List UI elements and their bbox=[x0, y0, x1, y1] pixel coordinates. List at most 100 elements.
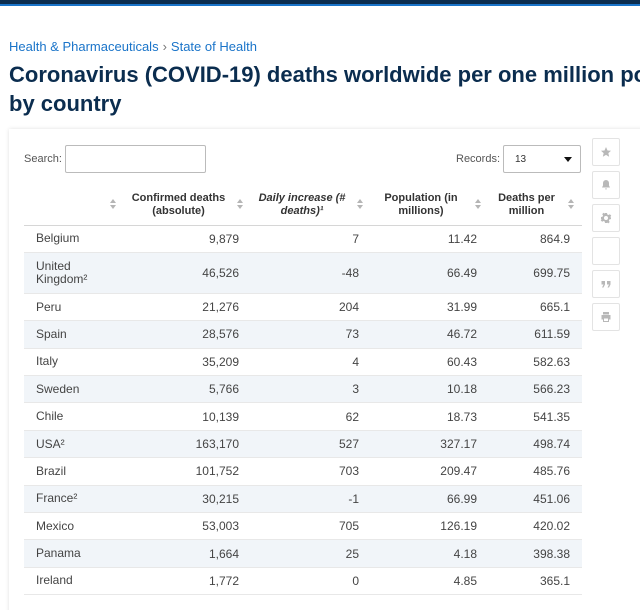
breadcrumb-health-pharmaceuticals[interactable]: Health & Pharmaceuticals bbox=[9, 39, 159, 54]
cell-deaths-per-million: 398.38 bbox=[489, 539, 582, 568]
cell-population: 60.43 bbox=[371, 348, 489, 377]
table-row: Spain 28,576 73 46.72 611.59 bbox=[24, 320, 582, 349]
cell-daily-increase: 204 bbox=[251, 293, 371, 322]
column-header-country[interactable] bbox=[24, 185, 124, 226]
cite-button[interactable] bbox=[592, 270, 620, 298]
cell-deaths-per-million: 665.1 bbox=[489, 293, 582, 322]
cell-daily-increase: -48 bbox=[251, 252, 371, 294]
records-select-value: 13 bbox=[515, 154, 527, 165]
cell-daily-increase: 3 bbox=[251, 375, 371, 404]
cell-population: 31.99 bbox=[371, 293, 489, 322]
table-row: France² 30,215 -1 66.99 451.06 bbox=[24, 485, 582, 514]
cell-confirmed-deaths: 1,664 bbox=[124, 539, 251, 568]
cell-population: 46.72 bbox=[371, 320, 489, 349]
notification-button[interactable] bbox=[592, 171, 620, 199]
cell-population: 18.73 bbox=[371, 402, 489, 431]
print-button[interactable] bbox=[592, 303, 620, 331]
cell-daily-increase: 527 bbox=[251, 430, 371, 459]
cell-daily-increase: 7 bbox=[251, 225, 371, 253]
cell-confirmed-deaths: 21,276 bbox=[124, 293, 251, 322]
table-row: Belgium 9,879 7 11.42 864.9 bbox=[24, 225, 582, 253]
table-row: Peru 21,276 204 31.99 665.1 bbox=[24, 293, 582, 322]
cell-deaths-per-million: 566.23 bbox=[489, 375, 582, 404]
cell-confirmed-deaths: 28,576 bbox=[124, 320, 251, 349]
cell-deaths-per-million: 864.9 bbox=[489, 225, 582, 253]
sort-icon bbox=[237, 199, 243, 210]
search-label: Search: bbox=[24, 153, 62, 165]
table-row: Ireland 1,772 0 4.85 365.1 bbox=[24, 567, 582, 596]
cell-deaths-per-million: 420.02 bbox=[489, 512, 582, 541]
cell-population: 4.85 bbox=[371, 567, 489, 596]
table-row: Brazil 101,752 703 209.47 485.76 bbox=[24, 457, 582, 486]
cell-deaths-per-million: 498.74 bbox=[489, 430, 582, 459]
records-select[interactable]: 13 bbox=[503, 145, 581, 173]
cell-confirmed-deaths: 30,215 bbox=[124, 485, 251, 514]
column-header-daily-increase[interactable]: Daily increase (# deaths)¹ bbox=[251, 185, 371, 226]
favorite-button[interactable] bbox=[592, 138, 620, 166]
top-nav-bar bbox=[0, 0, 640, 6]
cell-country: Panama bbox=[24, 539, 124, 568]
cell-daily-increase: -1 bbox=[251, 485, 371, 514]
cell-country: United Kingdom² bbox=[24, 252, 124, 294]
cell-deaths-per-million: 699.75 bbox=[489, 252, 582, 294]
cell-deaths-per-million: 541.35 bbox=[489, 402, 582, 431]
cell-confirmed-deaths: 9,879 bbox=[124, 225, 251, 253]
cell-daily-increase: 0 bbox=[251, 567, 371, 596]
star-icon bbox=[601, 147, 611, 157]
cell-confirmed-deaths: 53,003 bbox=[124, 512, 251, 541]
cell-daily-increase: 73 bbox=[251, 320, 371, 349]
bell-icon bbox=[602, 180, 610, 190]
sort-icon bbox=[110, 199, 116, 210]
sort-icon bbox=[568, 199, 574, 210]
cell-population: 66.49 bbox=[371, 252, 489, 294]
cell-population: 4.18 bbox=[371, 539, 489, 568]
cell-daily-increase: 25 bbox=[251, 539, 371, 568]
cell-population: 209.47 bbox=[371, 457, 489, 486]
table-row: Italy 35,209 4 60.43 582.63 bbox=[24, 348, 582, 377]
table-row: Sweden 5,766 3 10.18 566.23 bbox=[24, 375, 582, 404]
cell-deaths-per-million: 611.59 bbox=[489, 320, 582, 349]
table-row: USA² 163,170 527 327.17 498.74 bbox=[24, 430, 582, 459]
column-header-population[interactable]: Population (in millions) bbox=[371, 185, 489, 226]
chevron-down-icon bbox=[564, 157, 572, 162]
cell-country: USA² bbox=[24, 430, 124, 459]
side-toolbar bbox=[592, 138, 620, 336]
records-label: Records: bbox=[456, 153, 501, 165]
cell-country: Sweden bbox=[24, 375, 124, 404]
column-header-deaths-per-million[interactable]: Deaths per million bbox=[489, 185, 582, 226]
cell-country: Spain bbox=[24, 320, 124, 349]
settings-button[interactable] bbox=[592, 204, 620, 232]
breadcrumb-state-of-health[interactable]: State of Health bbox=[170, 39, 257, 54]
cell-country: Brazil bbox=[24, 457, 124, 486]
table-row: Panama 1,664 25 4.18 398.38 bbox=[24, 539, 582, 568]
cell-daily-increase: 62 bbox=[251, 402, 371, 431]
table-row: Mexico 53,003 705 126.19 420.02 bbox=[24, 512, 582, 541]
cell-daily-increase: 703 bbox=[251, 457, 371, 486]
breadcrumb-separator: › bbox=[162, 39, 167, 54]
page-title-line1: Coronavirus (COVID-19) deaths worldwide … bbox=[9, 62, 640, 87]
cell-population: 327.17 bbox=[371, 430, 489, 459]
cell-population: 10.18 bbox=[371, 375, 489, 404]
cell-deaths-per-million: 485.76 bbox=[489, 457, 582, 486]
sort-icon bbox=[357, 199, 363, 210]
breadcrumb: Health & Pharmaceuticals › State of Health bbox=[9, 39, 257, 54]
table-row: United Kingdom² 46,526 -48 66.49 699.75 bbox=[24, 252, 582, 294]
cell-population: 11.42 bbox=[371, 225, 489, 253]
blank-tool-button[interactable] bbox=[592, 237, 620, 265]
cell-deaths-per-million: 582.63 bbox=[489, 348, 582, 377]
cell-country: Ireland bbox=[24, 567, 124, 596]
cell-confirmed-deaths: 10,139 bbox=[124, 402, 251, 431]
cell-country: France² bbox=[24, 485, 124, 514]
cell-country: Peru bbox=[24, 293, 124, 322]
cell-population: 126.19 bbox=[371, 512, 489, 541]
search-input[interactable] bbox=[65, 145, 206, 173]
cell-confirmed-deaths: 163,170 bbox=[124, 430, 251, 459]
cell-confirmed-deaths: 101,752 bbox=[124, 457, 251, 486]
cell-deaths-per-million: 365.1 bbox=[489, 567, 582, 596]
cell-confirmed-deaths: 46,526 bbox=[124, 252, 251, 294]
page-title: Coronavirus (COVID-19) deaths worldwide … bbox=[9, 60, 640, 118]
cell-population: 66.99 bbox=[371, 485, 489, 514]
cell-confirmed-deaths: 5,766 bbox=[124, 375, 251, 404]
print-icon bbox=[601, 312, 611, 322]
column-header-confirmed-deaths[interactable]: Confirmed deaths (absolute) bbox=[124, 185, 251, 226]
